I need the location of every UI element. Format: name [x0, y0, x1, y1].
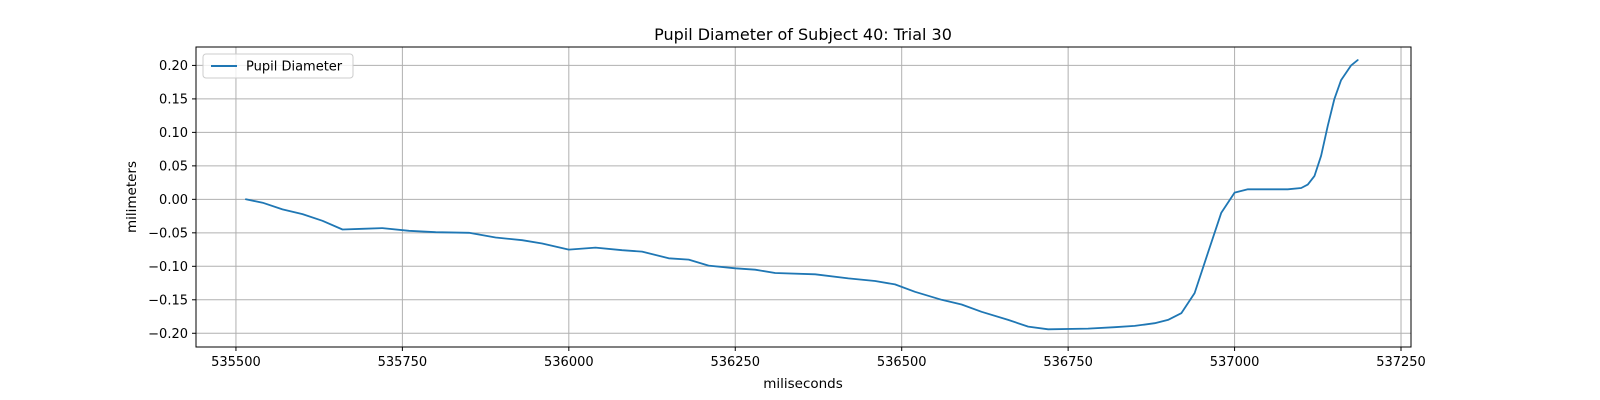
x-tick-label: 536000 [544, 355, 594, 370]
x-tick-label: 537250 [1376, 355, 1426, 370]
y-tick-label: 0.05 [159, 159, 188, 174]
grid [196, 47, 1411, 347]
x-tick-label: 535500 [211, 355, 261, 370]
y-tick-label: −0.15 [148, 293, 188, 308]
y-tick-label: 0.10 [159, 126, 188, 141]
x-axis-label: miliseconds [763, 376, 843, 392]
y-tick-label: −0.20 [148, 327, 188, 342]
x-tick-label: 536250 [710, 355, 760, 370]
x-tick-label: 537000 [1210, 355, 1260, 370]
y-tick-label: −0.05 [148, 226, 188, 241]
plot-frame [195, 46, 1412, 348]
legend: Pupil Diameter [202, 53, 354, 79]
legend-label: Pupil Diameter [246, 60, 343, 75]
y-tick-label: 0.20 [159, 59, 188, 74]
y-tick-label: −0.10 [148, 260, 188, 275]
y-tick-label: 0.00 [159, 193, 188, 208]
x-tick-label: 535750 [378, 355, 428, 370]
series-line-pupil-diameter [244, 59, 1359, 331]
x-tick-label: 536750 [1043, 355, 1093, 370]
y-axis-label: milimeters [124, 161, 140, 233]
x-tick-label: 536500 [877, 355, 927, 370]
plot-lines [244, 59, 1359, 331]
legend-box [202, 53, 354, 79]
y-axis: −0.20 −0.15 −0.10 −0.05 0.00 0.05 0.10 0.15 0.20 [148, 59, 196, 342]
x-axis: 535500 535750 536000 536250 536500 536750 5370… [211, 347, 1426, 370]
chart-title: Pupil Diameter of Subject 40: Trial 30 [654, 25, 952, 44]
y-tick-label: 0.15 [159, 92, 188, 107]
